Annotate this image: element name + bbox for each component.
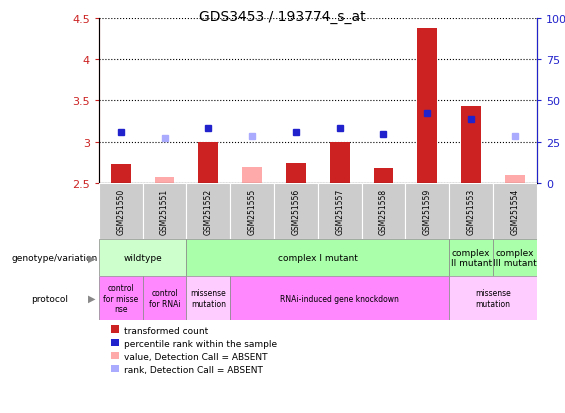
Text: control
for misse
nse: control for misse nse xyxy=(103,284,138,313)
Text: GSM251554: GSM251554 xyxy=(510,188,519,235)
Bar xyxy=(418,29,437,184)
Bar xyxy=(286,163,306,184)
Bar xyxy=(142,184,186,240)
Text: GSM251553: GSM251553 xyxy=(467,188,476,235)
Bar xyxy=(362,184,406,240)
Bar xyxy=(242,167,262,184)
Text: ▶: ▶ xyxy=(88,253,95,263)
Bar xyxy=(449,184,493,240)
Bar xyxy=(461,107,481,184)
Text: GDS3453 / 193774_s_at: GDS3453 / 193774_s_at xyxy=(199,10,366,24)
Bar xyxy=(186,277,231,320)
Bar xyxy=(373,169,393,184)
Bar xyxy=(99,277,142,320)
Text: transformed count: transformed count xyxy=(124,326,208,335)
Text: RNAi-induced gene knockdown: RNAi-induced gene knockdown xyxy=(280,294,399,303)
Bar xyxy=(111,325,119,333)
Text: genotype/variation: genotype/variation xyxy=(11,254,98,263)
Bar xyxy=(186,184,231,240)
Text: protocol: protocol xyxy=(31,294,68,303)
Bar xyxy=(449,240,493,277)
Bar xyxy=(274,184,318,240)
Bar xyxy=(449,277,537,320)
Bar xyxy=(406,184,449,240)
Bar xyxy=(111,352,119,359)
Text: complex
II mutant: complex II mutant xyxy=(450,249,492,268)
Text: GSM251552: GSM251552 xyxy=(204,188,213,234)
Text: GSM251555: GSM251555 xyxy=(247,188,257,235)
Text: percentile rank within the sample: percentile rank within the sample xyxy=(124,339,277,348)
Bar xyxy=(330,142,350,184)
Bar xyxy=(111,339,119,346)
Text: missense
mutation: missense mutation xyxy=(475,289,511,308)
Bar xyxy=(155,178,175,184)
Bar xyxy=(231,277,449,320)
Text: complex
III mutant: complex III mutant xyxy=(493,249,537,268)
Text: rank, Detection Call = ABSENT: rank, Detection Call = ABSENT xyxy=(124,366,263,375)
Text: ▶: ▶ xyxy=(88,293,95,304)
Text: wildtype: wildtype xyxy=(123,254,162,263)
Bar xyxy=(142,277,186,320)
Bar xyxy=(186,240,449,277)
Text: missense
mutation: missense mutation xyxy=(190,289,226,308)
Bar xyxy=(493,184,537,240)
Bar xyxy=(111,165,131,184)
Bar xyxy=(318,184,362,240)
Text: GSM251559: GSM251559 xyxy=(423,188,432,235)
Text: value, Detection Call = ABSENT: value, Detection Call = ABSENT xyxy=(124,352,268,361)
Text: GSM251551: GSM251551 xyxy=(160,188,169,234)
Bar xyxy=(493,240,537,277)
Text: GSM251550: GSM251550 xyxy=(116,188,125,235)
Text: GSM251556: GSM251556 xyxy=(292,188,301,235)
Bar xyxy=(231,184,274,240)
Text: GSM251557: GSM251557 xyxy=(335,188,344,235)
Bar xyxy=(505,176,525,184)
Text: control
for RNAi: control for RNAi xyxy=(149,289,180,308)
Bar xyxy=(198,142,218,184)
Text: GSM251558: GSM251558 xyxy=(379,188,388,234)
Bar xyxy=(99,240,186,277)
Text: complex I mutant: complex I mutant xyxy=(278,254,358,263)
Bar xyxy=(111,365,119,373)
Bar xyxy=(99,184,142,240)
